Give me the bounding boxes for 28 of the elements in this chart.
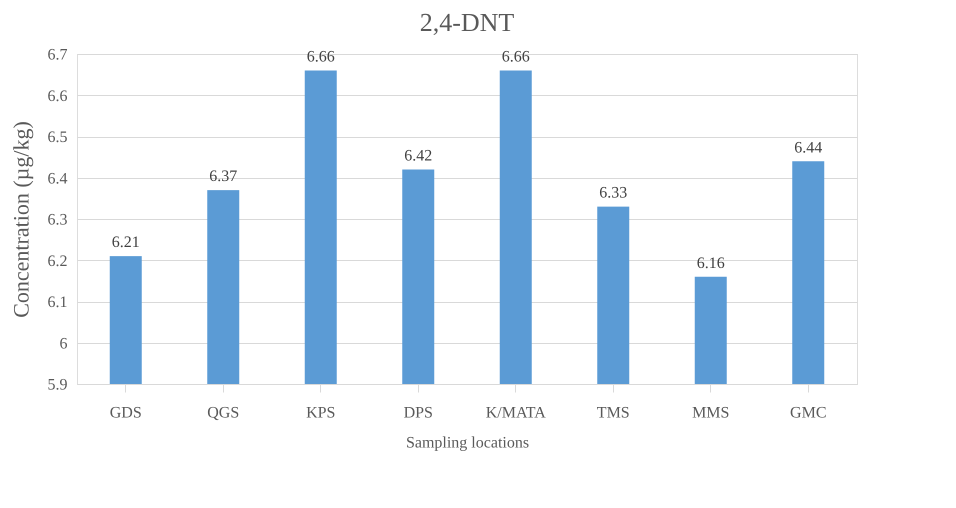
y-axis-title: Concentration (µg/kg) (8, 121, 34, 318)
data-label: 6.21 (112, 234, 140, 252)
y-tick-label: 6 (60, 335, 68, 352)
x-tick-label: TMS (596, 404, 630, 422)
x-tick-label: GMC (790, 404, 826, 422)
data-label: 6.33 (599, 184, 628, 202)
x-tick-label: KPS (306, 404, 336, 422)
x-tick-label: K/MATA (486, 404, 546, 422)
data-label: 6.37 (209, 168, 238, 186)
data-label: 6.16 (696, 254, 725, 272)
data-label: 6.44 (794, 139, 822, 156)
y-tick-label: 6.5 (48, 129, 68, 146)
y-tick-label: 6.7 (48, 46, 68, 64)
x-tick-label: DPS (404, 404, 433, 422)
y-tick-label: 6.4 (48, 170, 68, 188)
y-tick-label: 5.9 (48, 376, 68, 394)
x-tick-label: QGS (207, 404, 240, 422)
y-tick-label: 6.2 (48, 252, 68, 270)
data-label: 6.66 (306, 48, 335, 66)
chart-title: 2,4-DNT (420, 8, 514, 37)
x-tick-label: MMS (692, 404, 730, 422)
data-label: 6.42 (404, 148, 432, 164)
x-tick-label: GDS (110, 404, 142, 422)
y-tick-label: 6.1 (48, 294, 68, 311)
y-tick-label: 6.6 (48, 88, 68, 105)
data-label: 6.66 (502, 48, 530, 66)
y-tick-label: 6.3 (48, 212, 68, 228)
x-axis-title: Sampling locations (406, 434, 530, 452)
